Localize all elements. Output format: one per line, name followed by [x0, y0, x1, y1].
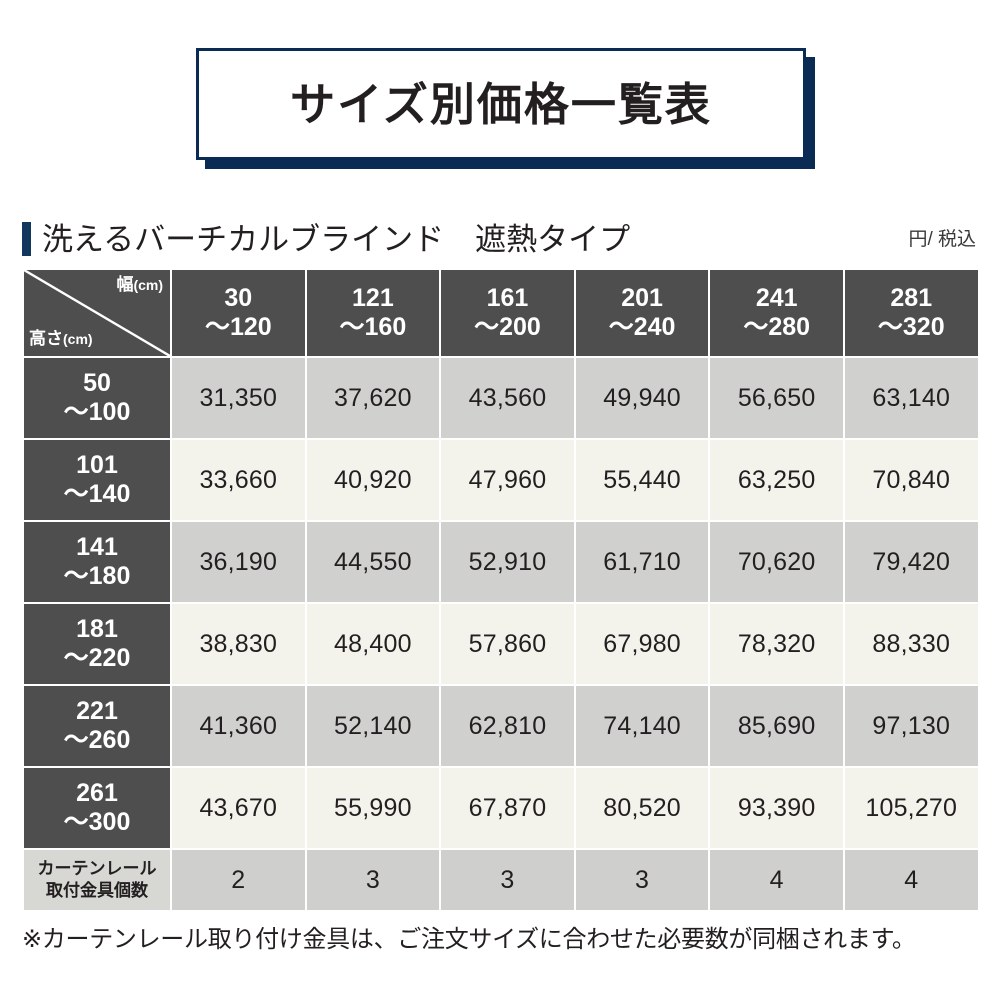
price-cell: 88,330 — [842, 602, 980, 686]
row-header-4: 221 〜260 — [22, 684, 172, 768]
table-row: 101 〜140 33,660 40,920 47,960 55,440 63,… — [22, 438, 980, 522]
price-cell: 61,710 — [573, 520, 711, 604]
price-cell: 33,660 — [170, 438, 307, 522]
table-row: 221 〜260 41,360 52,140 62,810 74,140 85,… — [22, 684, 980, 768]
price-table: 幅(cm) 高さ(cm) 30 〜120 121 〜160 161 〜200 2… — [22, 268, 980, 912]
price-cell: 43,560 — [439, 356, 576, 440]
table-row: 141 〜180 36,190 44,550 52,910 61,710 70,… — [22, 520, 980, 604]
table-row: 261 〜300 43,670 55,990 67,870 80,520 93,… — [22, 766, 980, 850]
bracket-count-cell: 4 — [708, 848, 845, 912]
column-header-1: 121 〜160 — [304, 268, 442, 358]
row-header-5: 261 〜300 — [22, 766, 172, 850]
price-cell: 85,690 — [708, 684, 845, 768]
table-row: 50 〜100 31,350 37,620 43,560 49,940 56,6… — [22, 356, 980, 440]
page-title: サイズ別価格一覧表 — [290, 78, 712, 130]
price-cell: 70,620 — [708, 520, 845, 604]
bracket-count-row: カーテンレール 取付金具個数 2 3 3 3 4 4 — [22, 848, 980, 912]
footnote: ※カーテンレール取り付け金具は、ご注文サイズに合わせた必要数が同梱されます。 — [22, 926, 916, 953]
price-cell: 105,270 — [842, 766, 980, 850]
price-cell: 56,650 — [708, 356, 845, 440]
bracket-count-cell: 3 — [439, 848, 576, 912]
bracket-count-cell: 3 — [573, 848, 711, 912]
price-cell: 63,250 — [708, 438, 845, 522]
price-cell: 79,420 — [842, 520, 980, 604]
row-header-1: 101 〜140 — [22, 438, 172, 522]
price-cell: 36,190 — [170, 520, 307, 604]
height-axis-label: 高さ(cm) — [29, 329, 93, 349]
tax-note: 円/ 税込 — [908, 228, 976, 250]
title-banner-box: サイズ別価格一覧表 — [196, 48, 806, 160]
price-cell: 31,350 — [170, 356, 307, 440]
bracket-row-label: カーテンレール 取付金具個数 — [22, 848, 172, 912]
table-header-row: 幅(cm) 高さ(cm) 30 〜120 121 〜160 161 〜200 2… — [22, 268, 980, 358]
price-cell: 44,550 — [304, 520, 442, 604]
title-banner: サイズ別価格一覧表 — [196, 48, 815, 169]
price-cell: 47,960 — [439, 438, 576, 522]
column-header-4: 241 〜280 — [708, 268, 845, 358]
row-header-2: 141 〜180 — [22, 520, 172, 604]
price-cell: 52,910 — [439, 520, 576, 604]
price-cell: 80,520 — [573, 766, 711, 850]
row-header-0: 50 〜100 — [22, 356, 172, 440]
axis-corner-cell: 幅(cm) 高さ(cm) — [22, 268, 172, 358]
price-cell: 63,140 — [842, 356, 980, 440]
price-cell: 38,830 — [170, 602, 307, 686]
price-cell: 70,840 — [842, 438, 980, 522]
width-axis-label: 幅(cm) — [116, 275, 163, 294]
table-row: 181 〜220 38,830 48,400 57,860 67,980 78,… — [22, 602, 980, 686]
column-header-0: 30 〜120 — [170, 268, 307, 358]
price-cell: 57,860 — [439, 602, 576, 686]
price-cell: 78,320 — [708, 602, 845, 686]
bracket-count-cell: 3 — [304, 848, 442, 912]
accent-bar-icon — [22, 222, 31, 256]
price-cell: 52,140 — [304, 684, 442, 768]
price-cell: 37,620 — [304, 356, 442, 440]
bracket-count-cell: 4 — [842, 848, 980, 912]
column-header-2: 161 〜200 — [439, 268, 576, 358]
price-cell: 97,130 — [842, 684, 980, 768]
price-cell: 48,400 — [304, 602, 442, 686]
column-header-3: 201 〜240 — [573, 268, 711, 358]
subtitle-row: 洗えるバーチカルブラインド 遮熱タイプ 円/ 税込 — [22, 215, 978, 263]
price-cell: 40,920 — [304, 438, 442, 522]
price-cell: 67,870 — [439, 766, 576, 850]
price-cell: 93,390 — [708, 766, 845, 850]
column-header-5: 281 〜320 — [842, 268, 980, 358]
price-cell: 74,140 — [573, 684, 711, 768]
price-cell: 67,980 — [573, 602, 711, 686]
diagonal-divider-icon — [25, 271, 169, 355]
price-cell: 55,990 — [304, 766, 442, 850]
bracket-count-cell: 2 — [170, 848, 307, 912]
price-cell: 62,810 — [439, 684, 576, 768]
price-cell: 49,940 — [573, 356, 711, 440]
row-header-3: 181 〜220 — [22, 602, 172, 686]
price-cell: 55,440 — [573, 438, 711, 522]
product-name: 洗えるバーチカルブラインド 遮熱タイプ — [42, 221, 631, 257]
price-cell: 43,670 — [170, 766, 307, 850]
price-cell: 41,360 — [170, 684, 307, 768]
